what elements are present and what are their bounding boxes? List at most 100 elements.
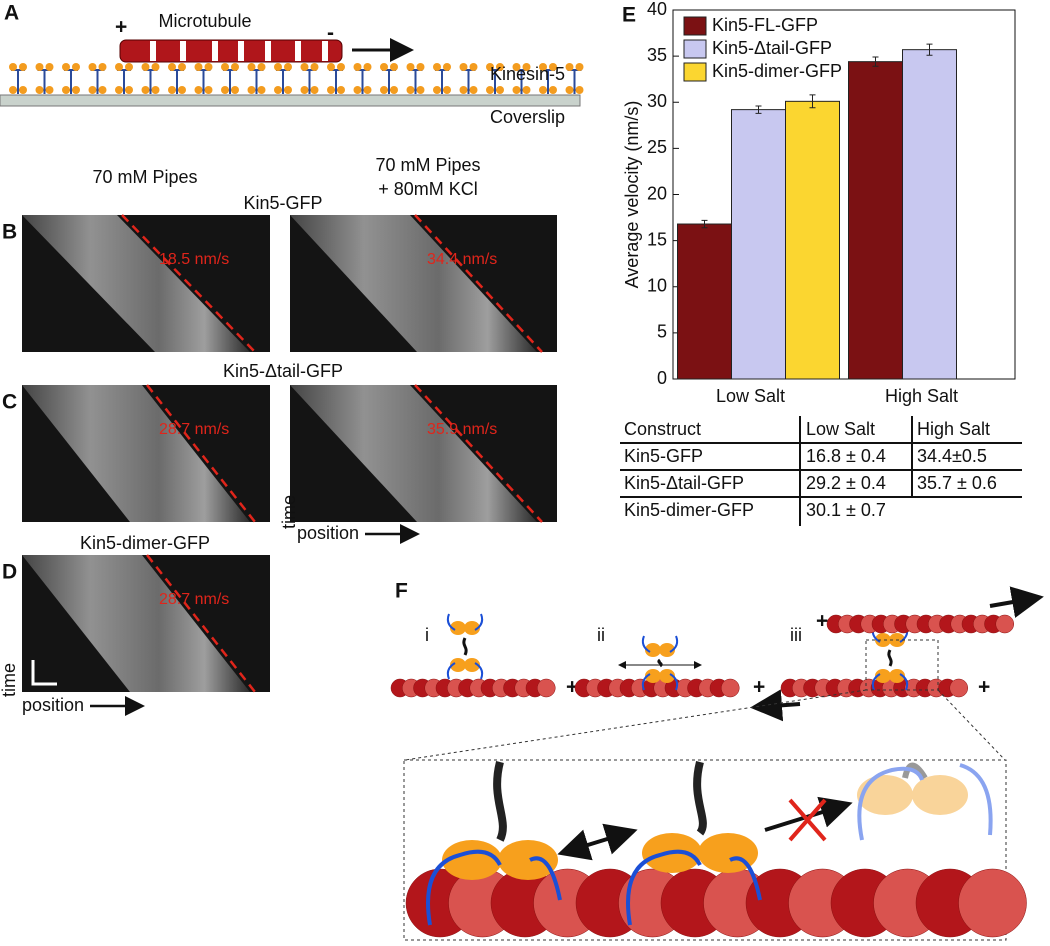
plus-end: + [566, 676, 578, 699]
motor-head [496, 63, 504, 71]
motor-head [45, 86, 54, 94]
step-label: i [425, 625, 429, 645]
motor-head [194, 63, 203, 71]
motor-head [486, 63, 494, 71]
scale-bar [31, 660, 57, 686]
speed-label: 28.7 nm/s [159, 421, 229, 438]
motor-head [380, 63, 388, 71]
motor-head [575, 86, 584, 94]
x-tick-label: Low Salt [716, 386, 785, 406]
motor-head [464, 658, 480, 672]
table-cell: 34.4±0.5 [917, 446, 987, 466]
motor-head [522, 86, 531, 94]
motor-head [9, 63, 17, 71]
motor-head [512, 63, 521, 71]
column-header: + 80mM KCl [378, 179, 478, 199]
motor-head [72, 86, 80, 94]
kymograph-streak [290, 385, 537, 522]
motor-head [363, 63, 372, 71]
minus-end: - [327, 22, 334, 45]
tubulin [958, 868, 1027, 938]
motor-head [151, 86, 160, 94]
motor-head [912, 775, 968, 815]
motor-head [231, 63, 239, 71]
motor-head [204, 86, 213, 94]
error-bar [926, 43, 933, 56]
motor-head [522, 63, 531, 71]
motor-head [659, 643, 675, 657]
plus-end: + [816, 610, 828, 633]
motor-head [327, 63, 335, 71]
tail [871, 625, 909, 691]
step-label: iii [790, 625, 802, 645]
motor-head [19, 63, 27, 71]
arrow [750, 689, 801, 722]
microtubule-gap [212, 41, 218, 61]
column-header: 70 mM Pipes [375, 155, 480, 175]
microtubule [119, 39, 343, 63]
speed-label: 18.5 nm/s [159, 251, 229, 268]
motor-head [98, 86, 107, 94]
y-tick-label: 20 [647, 183, 667, 203]
motor-head [353, 86, 362, 94]
speed-label: 28.7 nm/s [159, 591, 229, 608]
fit-line [121, 214, 256, 353]
motor-head [889, 669, 905, 683]
motor-head [565, 86, 574, 94]
bar [848, 61, 903, 380]
motor-head [498, 840, 558, 880]
motor-head [486, 86, 494, 94]
motor-head [257, 63, 266, 71]
motor-head [168, 86, 176, 94]
motor-head [141, 86, 150, 94]
motor-head [337, 86, 345, 94]
motor-head [300, 63, 309, 71]
tail [857, 763, 993, 841]
table-header: Low Salt [806, 419, 875, 439]
motor-head [62, 63, 70, 71]
axis-label: time [279, 495, 299, 529]
microtubule-gap [238, 41, 244, 61]
motor-head [496, 86, 504, 94]
tail [426, 849, 562, 926]
motor-head [875, 669, 891, 683]
motor-head [194, 86, 203, 94]
motor-head [659, 669, 675, 683]
motor-head [310, 63, 319, 71]
motor-head [469, 63, 478, 71]
error-bar [755, 105, 762, 114]
plot-frame [672, 9, 1016, 380]
table-cell: 30.1 ± 0.7 [806, 500, 886, 520]
microtubule-gap [265, 41, 271, 61]
motor-head [178, 86, 186, 94]
motor-head [125, 86, 133, 94]
table-cell: 35.7 ± 0.6 [917, 473, 997, 493]
motor-head [390, 63, 398, 71]
motor-head [178, 63, 186, 71]
motor-head [464, 621, 480, 635]
y-tick-label: 25 [647, 137, 667, 157]
motor-head [353, 63, 362, 71]
surface-label: Coverslip [490, 107, 565, 127]
arrow [989, 586, 1044, 618]
motor-head [300, 86, 309, 94]
panel-label: F [395, 580, 408, 603]
microtubule-gap [180, 41, 186, 61]
motor-head [433, 63, 441, 71]
y-tick-label: 5 [657, 322, 667, 342]
motor-head [416, 86, 425, 94]
zoom-lines [404, 689, 1006, 761]
plus-end: + [115, 16, 127, 39]
column-header: 70 mM Pipes [92, 167, 197, 187]
stalk [693, 760, 707, 836]
kymograph-title: Kin5-GFP [243, 193, 322, 213]
motor-head [45, 63, 54, 71]
motor-head [9, 86, 17, 94]
motor-head [221, 86, 229, 94]
motor-head [247, 86, 256, 94]
kymograph-streak [22, 555, 250, 692]
motor-head [549, 63, 557, 71]
motor-head [363, 86, 372, 94]
panel-label: A [4, 2, 19, 25]
